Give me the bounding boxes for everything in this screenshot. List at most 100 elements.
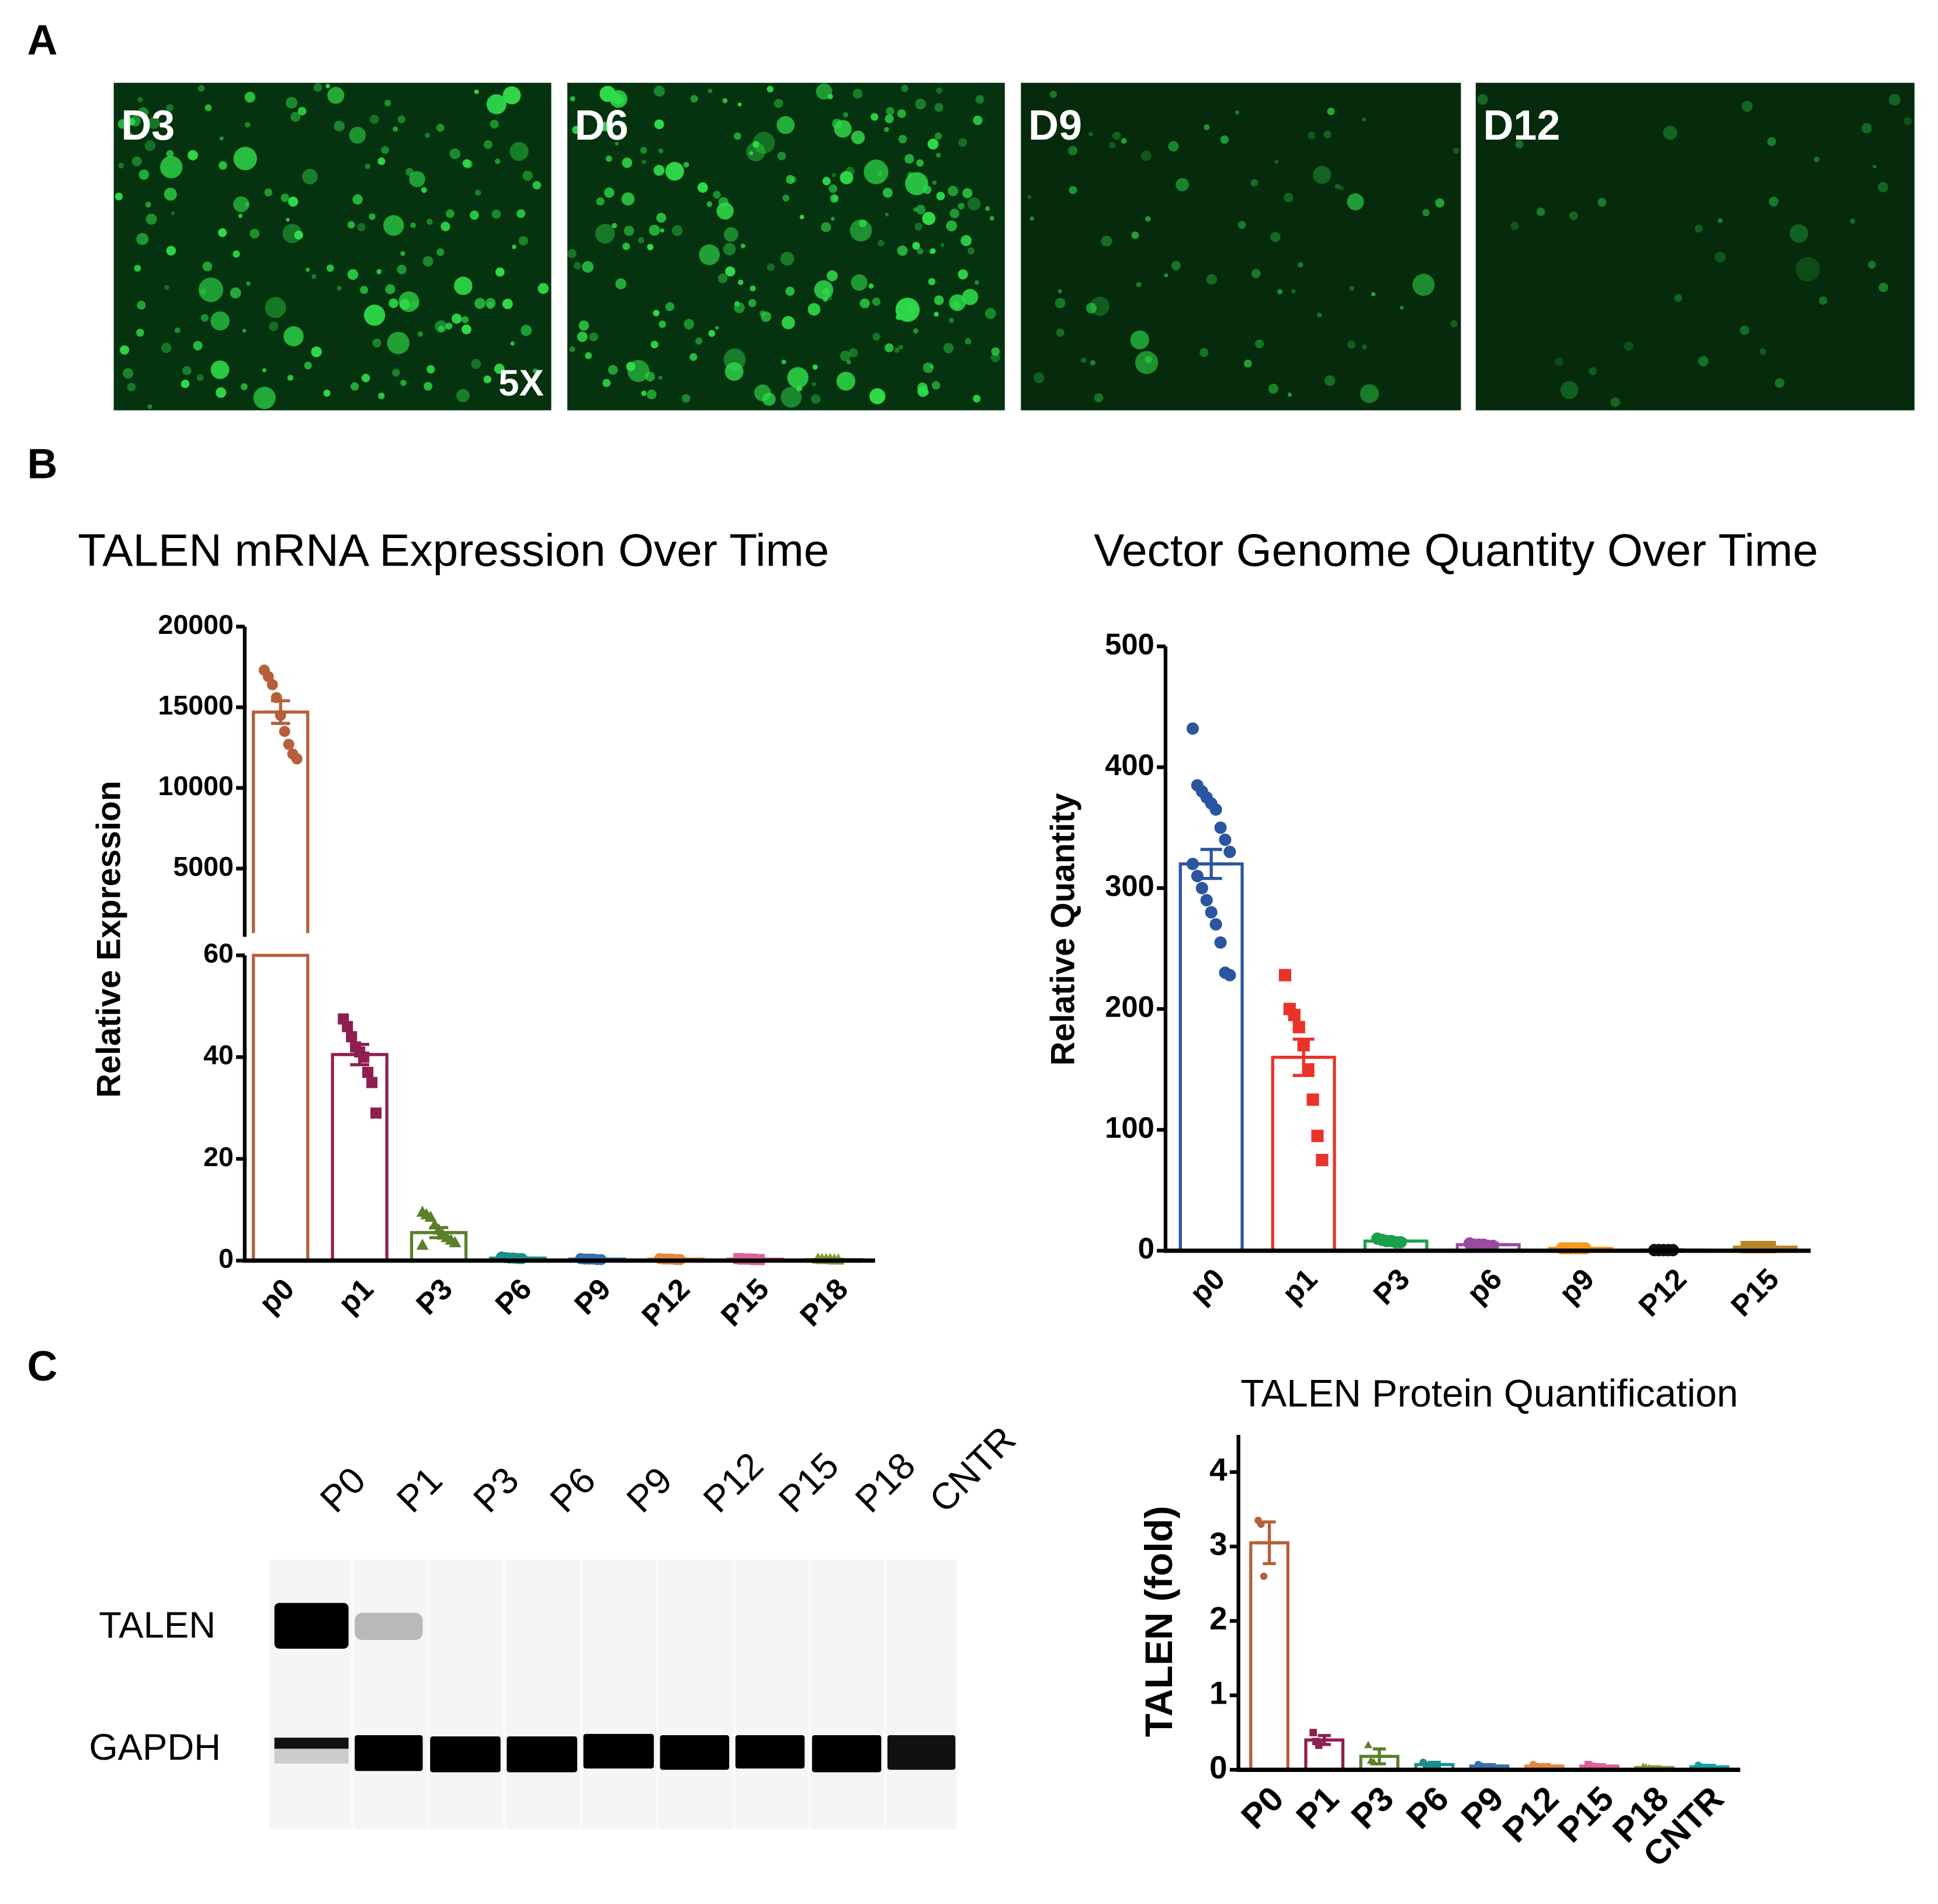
cell bbox=[1610, 397, 1620, 407]
cell bbox=[708, 88, 713, 93]
cell bbox=[381, 146, 389, 154]
data-point bbox=[342, 1021, 353, 1032]
cell bbox=[599, 85, 616, 102]
cell bbox=[848, 348, 858, 358]
cell bbox=[642, 159, 646, 165]
cell bbox=[1477, 94, 1488, 105]
cell bbox=[697, 182, 708, 193]
cell bbox=[882, 188, 893, 198]
cell bbox=[1140, 150, 1152, 161]
cell bbox=[1277, 289, 1283, 294]
cell bbox=[409, 171, 425, 188]
cell bbox=[826, 270, 838, 282]
cell bbox=[885, 213, 889, 217]
cell bbox=[706, 201, 713, 207]
cell bbox=[740, 244, 746, 249]
cell bbox=[653, 165, 665, 176]
cell bbox=[578, 320, 590, 331]
cell bbox=[600, 122, 610, 131]
band bbox=[887, 1735, 956, 1770]
cell bbox=[311, 346, 322, 358]
cell bbox=[658, 148, 664, 154]
cell bbox=[325, 84, 331, 89]
data-point bbox=[1316, 1154, 1329, 1167]
cell bbox=[734, 301, 740, 307]
micrographs: D3 D6 D9 D12 5X bbox=[113, 82, 1915, 411]
data-point bbox=[1205, 906, 1218, 919]
cell bbox=[1324, 375, 1336, 386]
lane-label: P9 bbox=[619, 1459, 680, 1520]
cell bbox=[914, 223, 923, 231]
blot: TALEN GAPDH bbox=[89, 1559, 957, 1829]
cell bbox=[907, 172, 913, 178]
cell bbox=[1069, 113, 1076, 120]
cell bbox=[1714, 251, 1726, 263]
cell bbox=[1741, 100, 1753, 112]
cell bbox=[393, 126, 398, 132]
cell bbox=[490, 119, 499, 129]
cell bbox=[650, 341, 658, 349]
data-point bbox=[283, 738, 294, 750]
y-axis-label: TALEN (fold) bbox=[1138, 1506, 1180, 1737]
band bbox=[812, 1735, 882, 1773]
cell bbox=[485, 298, 496, 308]
cell bbox=[230, 287, 241, 299]
x-tick-label: P0 bbox=[1233, 1778, 1291, 1836]
cell bbox=[872, 332, 880, 341]
cell bbox=[774, 99, 783, 108]
x-tick-label: p6 bbox=[1460, 1262, 1508, 1310]
cell bbox=[781, 315, 795, 330]
cell bbox=[304, 362, 312, 370]
cell bbox=[136, 328, 144, 337]
x-tick-label: P9 bbox=[568, 1272, 617, 1321]
band bbox=[355, 1735, 423, 1771]
cell bbox=[923, 219, 927, 224]
cell bbox=[518, 236, 528, 246]
data-point bbox=[1306, 1093, 1319, 1106]
cell bbox=[1164, 273, 1169, 278]
cell bbox=[928, 278, 935, 286]
cell bbox=[196, 374, 204, 382]
error-bar bbox=[1531, 1763, 1558, 1770]
cell bbox=[1789, 224, 1808, 243]
cell bbox=[311, 274, 317, 279]
cell bbox=[718, 197, 729, 207]
y-tick-label: 60 bbox=[203, 938, 234, 969]
cell bbox=[1347, 340, 1356, 349]
cell bbox=[975, 95, 984, 104]
cell bbox=[361, 373, 370, 383]
cell bbox=[965, 338, 972, 345]
cell bbox=[748, 299, 757, 307]
cell bbox=[567, 249, 577, 258]
cell bbox=[1371, 292, 1376, 297]
chart-title: TALEN Protein Quantification bbox=[1240, 1372, 1738, 1415]
cell bbox=[1058, 289, 1062, 294]
cell bbox=[1774, 378, 1785, 388]
cell bbox=[193, 341, 203, 351]
cell bbox=[264, 188, 273, 197]
cell bbox=[115, 192, 123, 200]
cell bbox=[681, 394, 691, 403]
cell bbox=[182, 366, 192, 375]
cell bbox=[1313, 165, 1332, 184]
cell bbox=[164, 285, 169, 290]
cell bbox=[896, 314, 902, 320]
cell bbox=[280, 193, 290, 202]
cell bbox=[470, 210, 479, 220]
cell bbox=[932, 180, 937, 185]
cell bbox=[197, 85, 205, 92]
cell bbox=[753, 131, 775, 154]
cell bbox=[337, 286, 342, 291]
micrograph bbox=[113, 82, 552, 411]
error-bar bbox=[341, 1042, 379, 1067]
x-tick-label: P15 bbox=[715, 1272, 775, 1333]
data-point bbox=[1214, 821, 1227, 834]
blot-background bbox=[269, 1559, 957, 1829]
cell bbox=[737, 102, 742, 107]
cell bbox=[898, 345, 903, 350]
cell bbox=[1270, 232, 1281, 242]
cell bbox=[1080, 357, 1087, 363]
x-tick-label: P1 bbox=[1288, 1778, 1346, 1836]
panel-label: B bbox=[27, 441, 58, 488]
error-bar bbox=[1421, 1760, 1448, 1768]
